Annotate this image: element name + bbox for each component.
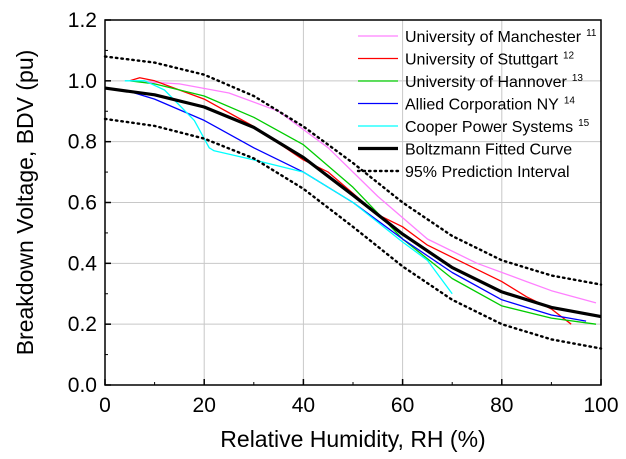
y-tick-label: 0.8 <box>68 131 97 154</box>
legend-reference-number: 14 <box>564 96 576 107</box>
legend-label-cooper-power-systems: Cooper Power Systems 15 <box>405 118 590 136</box>
series-university-of-hannover <box>129 80 597 325</box>
series-95-prediction-interval-lower <box>103 117 603 350</box>
legend-label-university-of-manchester: University of Manchester 11 <box>405 28 597 46</box>
series-cooper-power-systems <box>124 80 453 295</box>
legend-reference-number: 13 <box>572 73 584 84</box>
y-tick-label: 0.2 <box>68 313 97 336</box>
series-university-of-manchester <box>129 80 597 304</box>
x-axis-label: Relative Humidity, RH (%) <box>220 426 485 452</box>
legend-label-95-prediction-interval: 95% Prediction Interval <box>405 164 570 181</box>
legend-reference-number: 12 <box>563 51 575 62</box>
y-axis-label: Breakdown Voltage, BDV (pu) <box>12 50 38 356</box>
series-95-prediction-interval-upper <box>103 55 603 286</box>
legend-label-university-of-stuttgart: University of Stuttgart 12 <box>405 51 575 69</box>
legend-label-allied-corporation-ny: Allied Corporation NY 14 <box>405 96 575 114</box>
legend: University of Manchester 11 University of … <box>356 28 597 181</box>
x-tick-label: 0 <box>99 394 111 417</box>
legend-label-university-of-hannover: University of Hannover 13 <box>405 73 583 91</box>
x-tick-label: 100 <box>583 394 618 417</box>
x-tick-label: 40 <box>292 394 315 417</box>
legend-label-boltzmann-fitted-curve: Boltzmann Fitted Curve <box>405 142 572 159</box>
y-tick-label: 0.6 <box>68 192 97 215</box>
y-tick-label: 0.0 <box>68 374 97 397</box>
y-tick-label: 1.0 <box>68 70 97 93</box>
x-tick-label: 60 <box>391 394 414 417</box>
y-tick-label: 1.2 <box>68 9 97 32</box>
x-tick-label: 80 <box>490 394 513 417</box>
legend-reference-number: 15 <box>578 118 590 129</box>
legend-reference-number: 11 <box>586 28 597 39</box>
series-layer <box>103 55 603 350</box>
x-tick-label: 20 <box>193 394 216 417</box>
y-tick-label: 0.4 <box>68 252 98 275</box>
axis-ticks: 0 20 40 60 80 100 0.0 0.2 0.4 0.6 0.8 1.0 1.2 <box>68 9 619 417</box>
series-boltzmann-fitted-curve <box>104 86 602 319</box>
